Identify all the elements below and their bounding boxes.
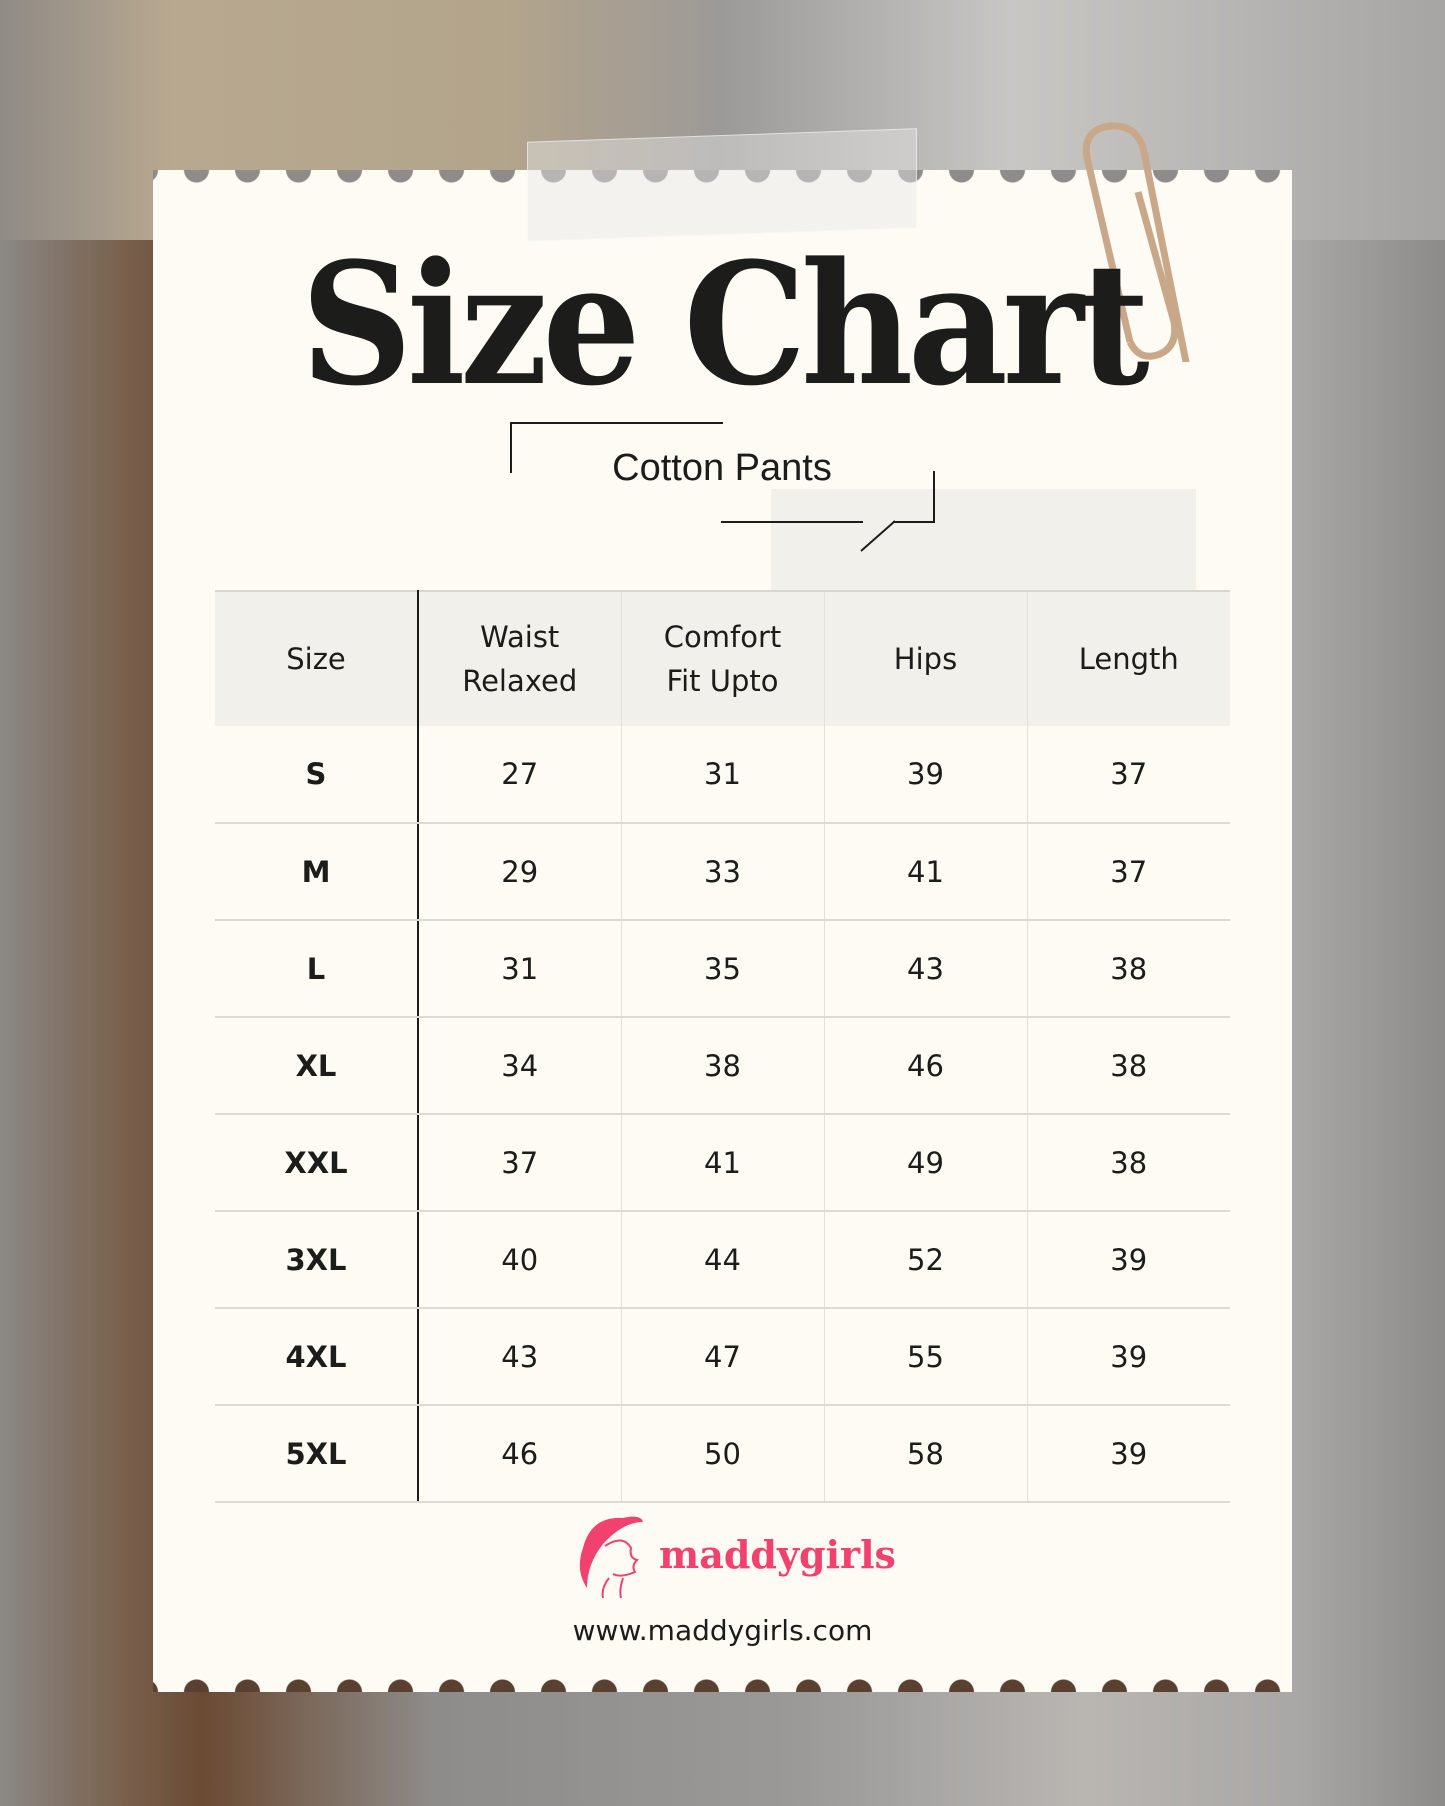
header-hips: Hips (824, 590, 1028, 726)
table-row: S 27 31 39 37 (215, 726, 1230, 824)
size-cell: 5XL (215, 1405, 419, 1503)
page-title: Size Chart (300, 225, 1150, 423)
size-cell: M (215, 823, 419, 921)
header-comfort-fit: Comfort Fit Upto (621, 590, 825, 726)
measurement-cell: 43 (824, 920, 1028, 1018)
measurement-cell: 35 (621, 920, 825, 1018)
measurement-cell: 39 (1027, 1308, 1230, 1406)
measurement-cell: 27 (418, 726, 622, 824)
measurement-cell: 41 (824, 823, 1028, 921)
decor-box (771, 489, 1196, 591)
measurement-cell: 38 (1027, 1114, 1230, 1212)
product-subtitle: Cotton Pants (612, 447, 832, 489)
measurement-cell: 33 (621, 823, 825, 921)
measurement-cell: 39 (824, 726, 1028, 824)
header-size: Size (215, 590, 419, 726)
frame-line (893, 521, 935, 523)
size-cell: L (215, 920, 419, 1018)
size-table: Size Waist Relaxed Comfort Fit Upto Hips… (215, 590, 1230, 1503)
measurement-cell: 39 (1027, 1211, 1230, 1309)
size-cell: S (215, 726, 419, 824)
measurement-cell: 38 (1027, 920, 1230, 1018)
scalloped-edge-bottom (153, 1668, 1292, 1692)
size-cell: 3XL (215, 1211, 419, 1309)
measurement-cell: 39 (1027, 1405, 1230, 1503)
measurement-cell: 37 (1027, 726, 1230, 824)
measurement-cell: 37 (1027, 823, 1230, 921)
measurement-cell: 38 (1027, 1017, 1230, 1115)
table-row: M 29 33 41 37 (215, 823, 1230, 921)
measurement-cell: 41 (621, 1114, 825, 1212)
measurement-cell: 46 (824, 1017, 1028, 1115)
size-cell: 4XL (215, 1308, 419, 1406)
table-row: XXL 37 41 49 38 (215, 1114, 1230, 1212)
paperclip-icon (1082, 122, 1190, 362)
scalloped-edge-top (153, 170, 1292, 194)
woman-hat-logo-icon (579, 1516, 643, 1599)
table-row: XL 34 38 46 38 (215, 1017, 1230, 1115)
table-row: 5XL 46 50 58 39 (215, 1405, 1230, 1503)
header-waist: Waist Relaxed (418, 590, 622, 726)
measurement-cell: 37 (418, 1114, 622, 1212)
frame-line (860, 520, 896, 552)
measurement-cell: 47 (621, 1308, 825, 1406)
measurement-cell: 38 (621, 1017, 825, 1115)
measurement-cell: 34 (418, 1017, 622, 1115)
measurement-cell: 31 (621, 726, 825, 824)
measurement-cell: 43 (418, 1308, 622, 1406)
measurement-cell: 44 (621, 1211, 825, 1309)
table-header-row: Size Waist Relaxed Comfort Fit Upto Hips… (215, 590, 1230, 726)
frame-line (721, 521, 863, 523)
table-row: 3XL 40 44 52 39 (215, 1211, 1230, 1309)
measurement-cell: 40 (418, 1211, 622, 1309)
frame-line (510, 422, 512, 473)
size-cell: XL (215, 1017, 419, 1115)
size-cell: XXL (215, 1114, 419, 1212)
measurement-cell: 58 (824, 1405, 1028, 1503)
measurement-cell: 50 (621, 1405, 825, 1503)
table-row: L 31 35 43 38 (215, 920, 1230, 1018)
website-url[interactable]: www.maddygirls.com (572, 1614, 873, 1647)
header-length: Length (1027, 590, 1230, 726)
measurement-cell: 46 (418, 1405, 622, 1503)
frame-line (933, 471, 935, 523)
measurement-cell: 31 (418, 920, 622, 1018)
brand-name: maddygirls (659, 1531, 896, 1577)
frame-line (510, 422, 723, 424)
measurement-cell: 49 (824, 1114, 1028, 1212)
table-row: 4XL 43 47 55 39 (215, 1308, 1230, 1406)
measurement-cell: 55 (824, 1308, 1028, 1406)
brand-logo: maddygirls (573, 1508, 896, 1600)
measurement-cell: 52 (824, 1211, 1028, 1309)
measurement-cell: 29 (418, 823, 622, 921)
